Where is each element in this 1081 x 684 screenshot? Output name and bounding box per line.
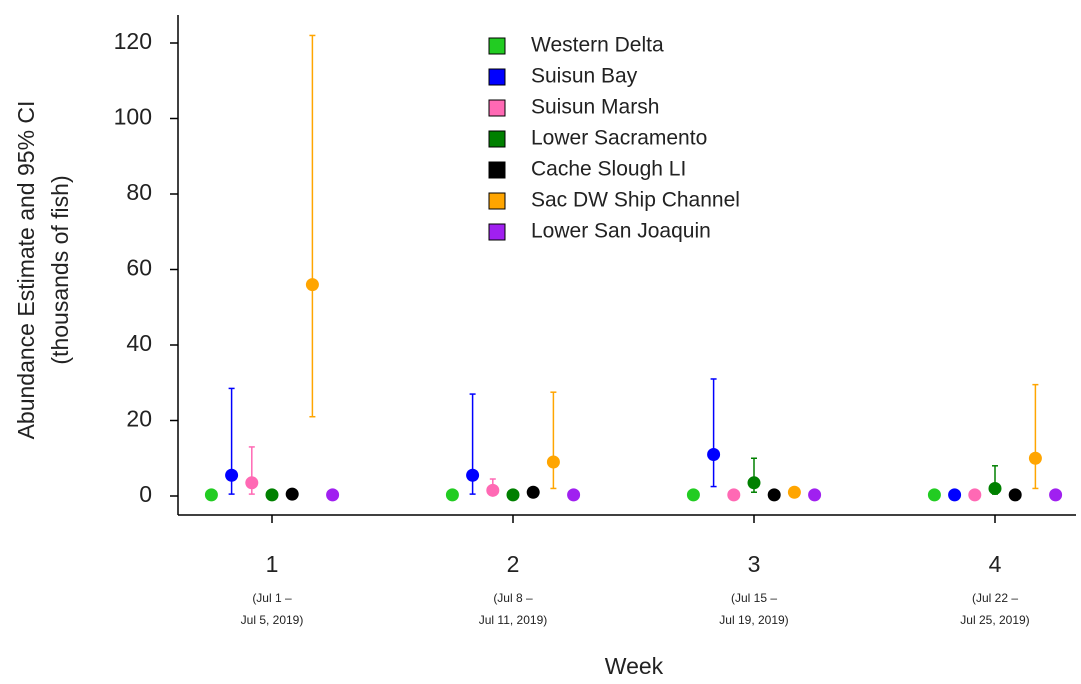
y-tick-label: 120: [114, 28, 152, 54]
point: [727, 488, 741, 502]
point: [506, 488, 520, 502]
legend-swatch: [488, 223, 506, 241]
point: [526, 485, 540, 499]
point: [1028, 451, 1042, 465]
point: [466, 468, 480, 482]
point: [546, 455, 560, 469]
point: [445, 488, 459, 502]
x-tick-sublabel: Jul 11, 2019): [479, 613, 548, 627]
legend-swatch: [488, 130, 506, 148]
point: [225, 468, 239, 482]
y-axis-title: (thousands of fish): [47, 175, 73, 364]
point: [707, 447, 721, 461]
legend-swatch: [488, 192, 506, 210]
y-axis-title: Abundance Estimate and 95% CI: [13, 101, 39, 440]
x-tick-sublabel: (Jul 15 –: [731, 591, 777, 605]
legend-label: Western Delta: [531, 34, 664, 57]
legend-swatch: [488, 99, 506, 117]
point: [1049, 488, 1063, 502]
x-tick-sublabel: (Jul 1 –: [252, 591, 292, 605]
legend-label: Lower Sacramento: [531, 127, 707, 150]
legend-label: Suisun Bay: [531, 65, 638, 88]
point: [968, 488, 982, 502]
x-tick-label: 1: [266, 551, 279, 577]
x-tick-label: 2: [507, 551, 520, 577]
x-tick-sublabel: Jul 19, 2019): [719, 613, 788, 627]
point: [486, 483, 500, 497]
legend-swatch: [488, 37, 506, 55]
x-tick-sublabel: Jul 5, 2019): [241, 613, 304, 627]
point: [567, 488, 581, 502]
point: [808, 488, 822, 502]
point: [285, 487, 299, 501]
y-tick-label: 40: [126, 330, 152, 356]
point: [767, 488, 781, 502]
point: [326, 488, 340, 502]
legend-label: Lower San Joaquin: [531, 220, 711, 243]
point: [686, 488, 700, 502]
y-tick-label: 20: [126, 406, 152, 432]
x-tick-label: 4: [989, 551, 1002, 577]
y-tick-label: 0: [139, 481, 152, 507]
legend-swatch: [488, 161, 506, 179]
point: [305, 278, 319, 292]
point: [747, 476, 761, 490]
point: [927, 488, 941, 502]
y-tick-label: 100: [114, 104, 152, 130]
legend-label: Suisun Marsh: [531, 96, 659, 119]
x-tick-label: 3: [748, 551, 761, 577]
point: [988, 481, 1002, 495]
x-tick-sublabel: (Jul 22 –: [972, 591, 1018, 605]
legend-swatch: [488, 68, 506, 86]
x-axis-title: Week: [605, 653, 664, 679]
legend-label: Cache Slough LI: [531, 158, 686, 181]
point: [204, 488, 218, 502]
y-tick-label: 80: [126, 179, 152, 205]
x-tick-sublabel: Jul 25, 2019): [960, 613, 1029, 627]
point: [948, 488, 962, 502]
y-tick-label: 60: [126, 255, 152, 281]
x-tick-sublabel: (Jul 8 –: [493, 591, 533, 605]
point: [245, 476, 259, 490]
point: [265, 488, 279, 502]
legend-label: Sac DW Ship Channel: [531, 189, 740, 212]
point: [1008, 488, 1022, 502]
point: [787, 485, 801, 499]
